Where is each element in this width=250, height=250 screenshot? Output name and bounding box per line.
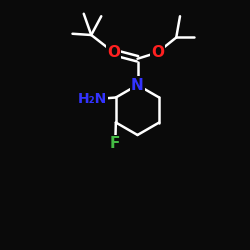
Text: H₂N: H₂N xyxy=(78,92,107,106)
Text: F: F xyxy=(110,136,120,151)
Text: O: O xyxy=(151,45,164,60)
Text: N: N xyxy=(131,78,144,92)
Text: O: O xyxy=(107,45,120,60)
